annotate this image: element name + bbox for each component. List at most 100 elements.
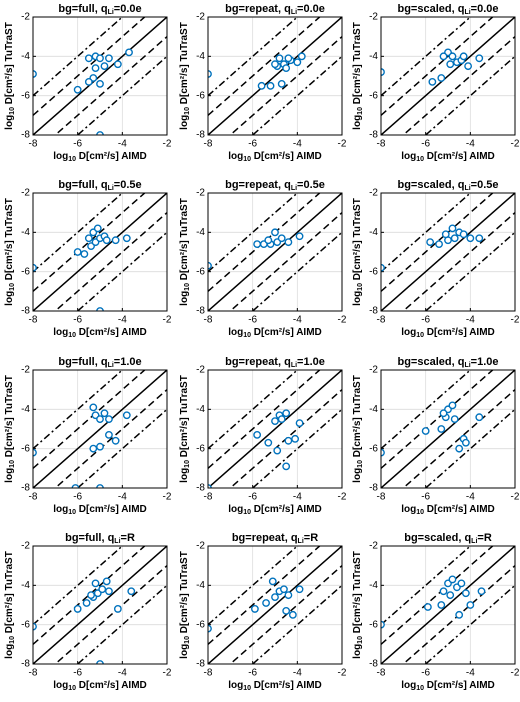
point xyxy=(33,263,37,272)
point xyxy=(257,81,266,90)
x-tick-label: -2 xyxy=(511,315,520,326)
y-tick-label: -4 xyxy=(369,227,378,238)
reference-line xyxy=(402,389,515,488)
y-tick-label: -8 xyxy=(196,306,205,317)
y-axis-label-sub: 10 xyxy=(9,283,16,291)
point xyxy=(277,415,286,424)
y-axis-label-end: D[cm²/s] TuTraST xyxy=(4,22,15,107)
y-axis-label-text: log xyxy=(4,644,15,659)
point xyxy=(266,81,275,90)
panel-title-sub: Li xyxy=(114,538,120,545)
y-axis-label-end: D[cm²/s] TuTraST xyxy=(179,198,190,283)
point xyxy=(275,54,284,63)
panel-title-text: bg=repeat, q xyxy=(232,532,298,544)
plot-area xyxy=(33,546,167,664)
x-axis-label: log10 D[cm²/s] AIMD xyxy=(401,327,495,339)
reference-line xyxy=(381,370,515,488)
panel-title: bg=scaled, qLi=0.5e xyxy=(397,179,498,192)
x-axis-label-sub: 10 xyxy=(68,685,76,692)
x-tick-label: -8 xyxy=(377,492,386,503)
x-tick-label: -6 xyxy=(421,139,430,150)
y-tick-label: -6 xyxy=(21,443,30,454)
x-tick-label: -6 xyxy=(248,139,257,150)
panel-title-text: bg=full, q xyxy=(58,3,107,15)
reference-line xyxy=(402,565,515,664)
plot-area xyxy=(208,546,342,664)
y-tick-label: -6 xyxy=(196,619,205,630)
y-axis-label-end: D[cm²/s] TuTraST xyxy=(179,375,190,460)
x-axis-label-text: log xyxy=(401,151,416,162)
reference-line xyxy=(229,212,342,311)
y-axis-label-sub: 10 xyxy=(184,460,191,468)
panel-title-sub: Li xyxy=(471,538,477,545)
point xyxy=(33,70,37,78)
x-tick-label: -6 xyxy=(73,492,82,503)
point xyxy=(262,599,270,607)
y-axis-label-end: D[cm²/s] TuTraST xyxy=(4,198,15,283)
point xyxy=(264,236,273,245)
x-axis-label: log10 D[cm²/s] AIMD xyxy=(53,151,147,163)
point xyxy=(439,409,448,418)
x-tick-label: -4 xyxy=(118,492,127,503)
point xyxy=(446,591,455,600)
y-tick-label: -4 xyxy=(21,51,30,62)
reference-line xyxy=(208,370,299,450)
y-axis-label-end: D[cm²/s] TuTraST xyxy=(179,551,190,636)
x-tick-label: -4 xyxy=(118,315,127,326)
y-axis-label-end: D[cm²/s] TuTraST xyxy=(352,198,363,283)
x-tick-label: -4 xyxy=(118,668,127,679)
point xyxy=(295,585,304,594)
plot-area xyxy=(33,193,167,311)
y-axis-label-sub: 10 xyxy=(184,107,191,115)
point xyxy=(89,403,98,412)
point xyxy=(93,224,102,233)
reference-line xyxy=(33,546,167,664)
reference-line xyxy=(208,546,342,664)
y-tick-label: -4 xyxy=(369,580,378,591)
x-axis-label: log10 D[cm²/s] AIMD xyxy=(228,151,322,163)
frame xyxy=(380,192,516,312)
y-tick-label: -6 xyxy=(369,90,378,101)
y-tick-label: -8 xyxy=(369,306,378,317)
x-axis-label-end: D[cm²/s] AIMD xyxy=(76,680,147,691)
reference-line xyxy=(208,546,321,645)
frame xyxy=(380,16,516,136)
x-axis-label-sub: 10 xyxy=(416,332,424,339)
point xyxy=(122,411,131,420)
panel-title-text: bg=repeat, q xyxy=(225,356,291,368)
x-axis-label-sub: 10 xyxy=(416,156,424,163)
y-tick-label: -2 xyxy=(369,541,378,552)
plot-area xyxy=(381,546,515,664)
frame xyxy=(380,369,516,489)
frame xyxy=(32,192,168,312)
y-axis-label-text: log xyxy=(352,644,363,659)
panel-title: bg=repeat, qLi=0.5e xyxy=(225,179,325,192)
point xyxy=(277,79,286,88)
x-axis-label: log10 D[cm²/s] AIMD xyxy=(228,680,322,692)
x-axis-label-sub: 10 xyxy=(243,509,251,516)
point xyxy=(96,131,104,135)
frame xyxy=(380,545,516,665)
panel-title-end: =0.0e xyxy=(471,3,499,15)
point xyxy=(466,601,475,609)
x-tick-label: -2 xyxy=(511,139,520,150)
point xyxy=(437,601,446,609)
x-axis-label: log10 D[cm²/s] AIMD xyxy=(401,151,495,163)
point xyxy=(421,427,430,435)
y-axis-label-text: log xyxy=(352,291,363,306)
panel-title-text: bg=full, q xyxy=(58,179,107,191)
reference-line xyxy=(381,370,472,450)
x-tick-label: -2 xyxy=(338,668,347,679)
x-axis-label-end: D[cm²/s] AIMD xyxy=(76,504,147,515)
y-axis-label: log10 D[cm²/s] TuTraST xyxy=(179,551,191,659)
y-tick-label: -2 xyxy=(21,541,30,552)
point xyxy=(475,413,484,422)
reference-line xyxy=(33,17,167,135)
panel-title-end: =1.0e xyxy=(114,356,142,368)
panel-title-sub: Li xyxy=(464,362,470,369)
plot-area xyxy=(33,17,167,135)
y-axis-label-text: log xyxy=(179,115,190,130)
x-tick-label: -8 xyxy=(204,668,213,679)
y-axis-label-text: log xyxy=(4,115,15,130)
reference-line xyxy=(33,546,146,645)
